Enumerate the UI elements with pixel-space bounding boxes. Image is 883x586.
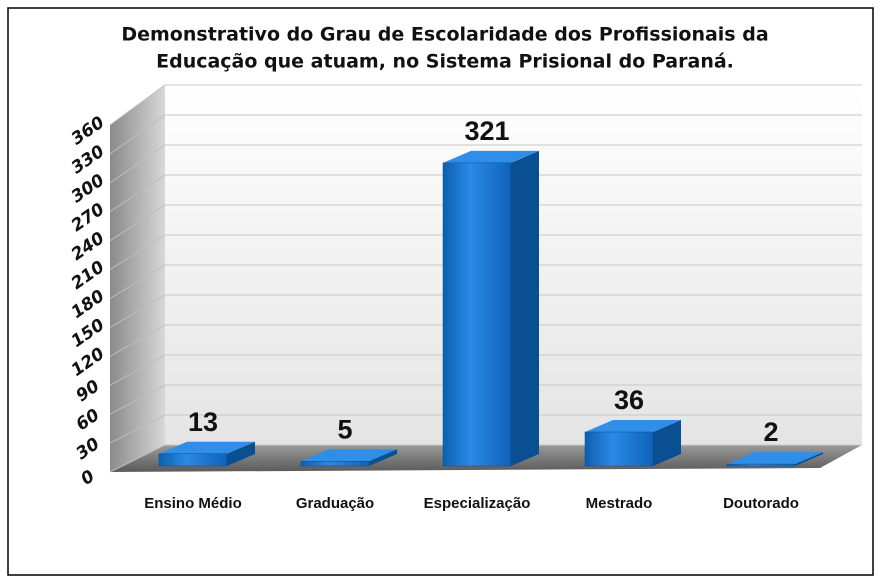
bar-side (227, 441, 255, 466)
bar-top (585, 420, 681, 432)
x-tick-label: Doutorado (723, 495, 799, 512)
bar-top (159, 441, 255, 454)
grid-line (109, 264, 166, 299)
grid-line (109, 174, 166, 213)
grid-line (109, 114, 166, 155)
chart-title: Demonstrativo do Grau de Escolaridade do… (121, 24, 768, 46)
grid-line (109, 144, 166, 184)
bar-top (727, 452, 823, 465)
bar-side (511, 150, 539, 467)
data-label: 2 (763, 417, 778, 447)
grid-line (109, 384, 166, 415)
bar (158, 453, 228, 467)
grid-line (109, 204, 166, 242)
x-tick-label: Graduação (296, 495, 374, 512)
x-tick-label: Mestrado (586, 495, 653, 512)
bar-top (443, 150, 539, 163)
grid-line (109, 324, 166, 357)
grid-line (109, 84, 166, 126)
data-label: 5 (337, 414, 352, 444)
bar-side (795, 452, 823, 466)
grid-line (109, 414, 166, 444)
grid-line (109, 354, 166, 386)
x-tick-label: Ensino Médio (144, 495, 242, 512)
grid-line (109, 234, 166, 271)
bar (442, 162, 512, 467)
bar (300, 461, 370, 467)
bar (726, 463, 796, 467)
data-label: 36 (614, 385, 644, 415)
bar-side (653, 420, 681, 466)
chart-title: Educação que atuam, no Sistema Prisional… (156, 51, 734, 73)
grid-line (109, 444, 166, 473)
x-tick-label: Especialização (424, 495, 531, 512)
data-label: 13 (188, 407, 218, 437)
data-label: 321 (464, 116, 509, 146)
bar (584, 431, 654, 467)
bar-top (301, 449, 397, 462)
bar-side (369, 449, 397, 466)
side-wall (110, 85, 165, 472)
grid-line (109, 294, 166, 328)
